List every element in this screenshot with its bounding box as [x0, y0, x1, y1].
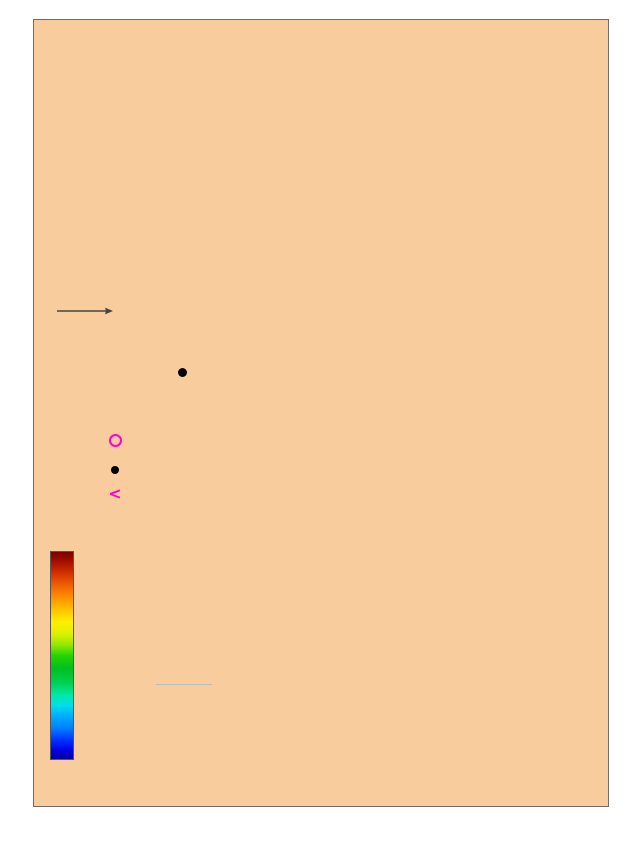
map-plot-area[interactable]: < [33, 19, 609, 807]
mooring-icon [100, 459, 130, 478]
legend-item-argo [100, 428, 130, 455]
legend-item-drifters: < [100, 484, 130, 503]
legend-item-mooring [100, 455, 130, 482]
map-legend: < [100, 428, 130, 503]
bathymetry-key-line [156, 684, 212, 685]
brisbane-marker [178, 368, 187, 377]
sst-anomaly-raster [34, 20, 608, 806]
drifter-chevron-icon: < [108, 484, 122, 503]
colorbar [50, 551, 74, 760]
argo-icon [100, 432, 130, 451]
arrow-right-icon [57, 307, 113, 315]
